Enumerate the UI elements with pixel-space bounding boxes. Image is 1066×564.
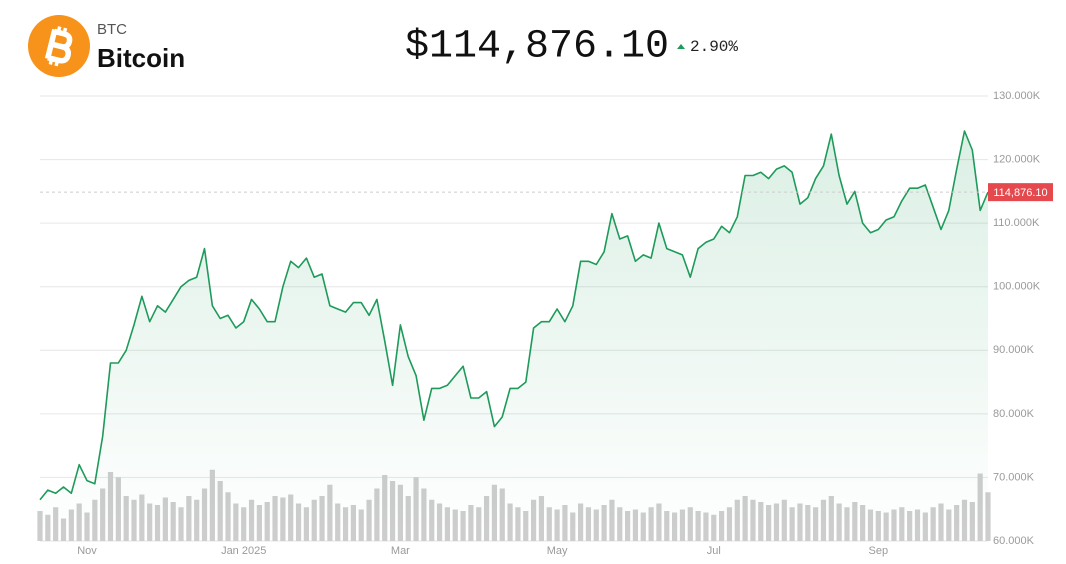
- y-tick-label: 100.000K: [993, 281, 1041, 293]
- x-tick-label: Sep: [869, 545, 889, 557]
- x-tick-label: May: [547, 545, 568, 557]
- last-price-label: 114,876.10: [993, 187, 1047, 199]
- asset-name: Bitcoin: [97, 43, 185, 73]
- logo: [28, 15, 90, 77]
- x-tick-label: Mar: [391, 545, 410, 557]
- y-tick-label: 80.000K: [993, 408, 1035, 420]
- up-arrow: [677, 44, 685, 49]
- x-tick-label: Nov: [77, 545, 97, 557]
- y-tick-label: 90.000K: [993, 344, 1035, 356]
- last-price-box: [988, 183, 1053, 202]
- area: [40, 131, 988, 541]
- price-change: 2.90%: [690, 38, 738, 56]
- y-tick-label: 110.000K: [993, 217, 1040, 229]
- y-tick-label: 60.000K: [993, 535, 1035, 547]
- x-tick-label: Jul: [707, 545, 721, 557]
- x-tick-label: Jan 2025: [221, 545, 266, 557]
- price-line: [39, 130, 989, 501]
- symbol: BTC: [97, 21, 127, 38]
- y-tick-label: 130.000K: [993, 90, 1041, 102]
- y-tick-label: 70.000K: [993, 471, 1035, 483]
- y-tick-label: 120.000K: [993, 153, 1041, 165]
- price: $114,876.10: [405, 25, 669, 70]
